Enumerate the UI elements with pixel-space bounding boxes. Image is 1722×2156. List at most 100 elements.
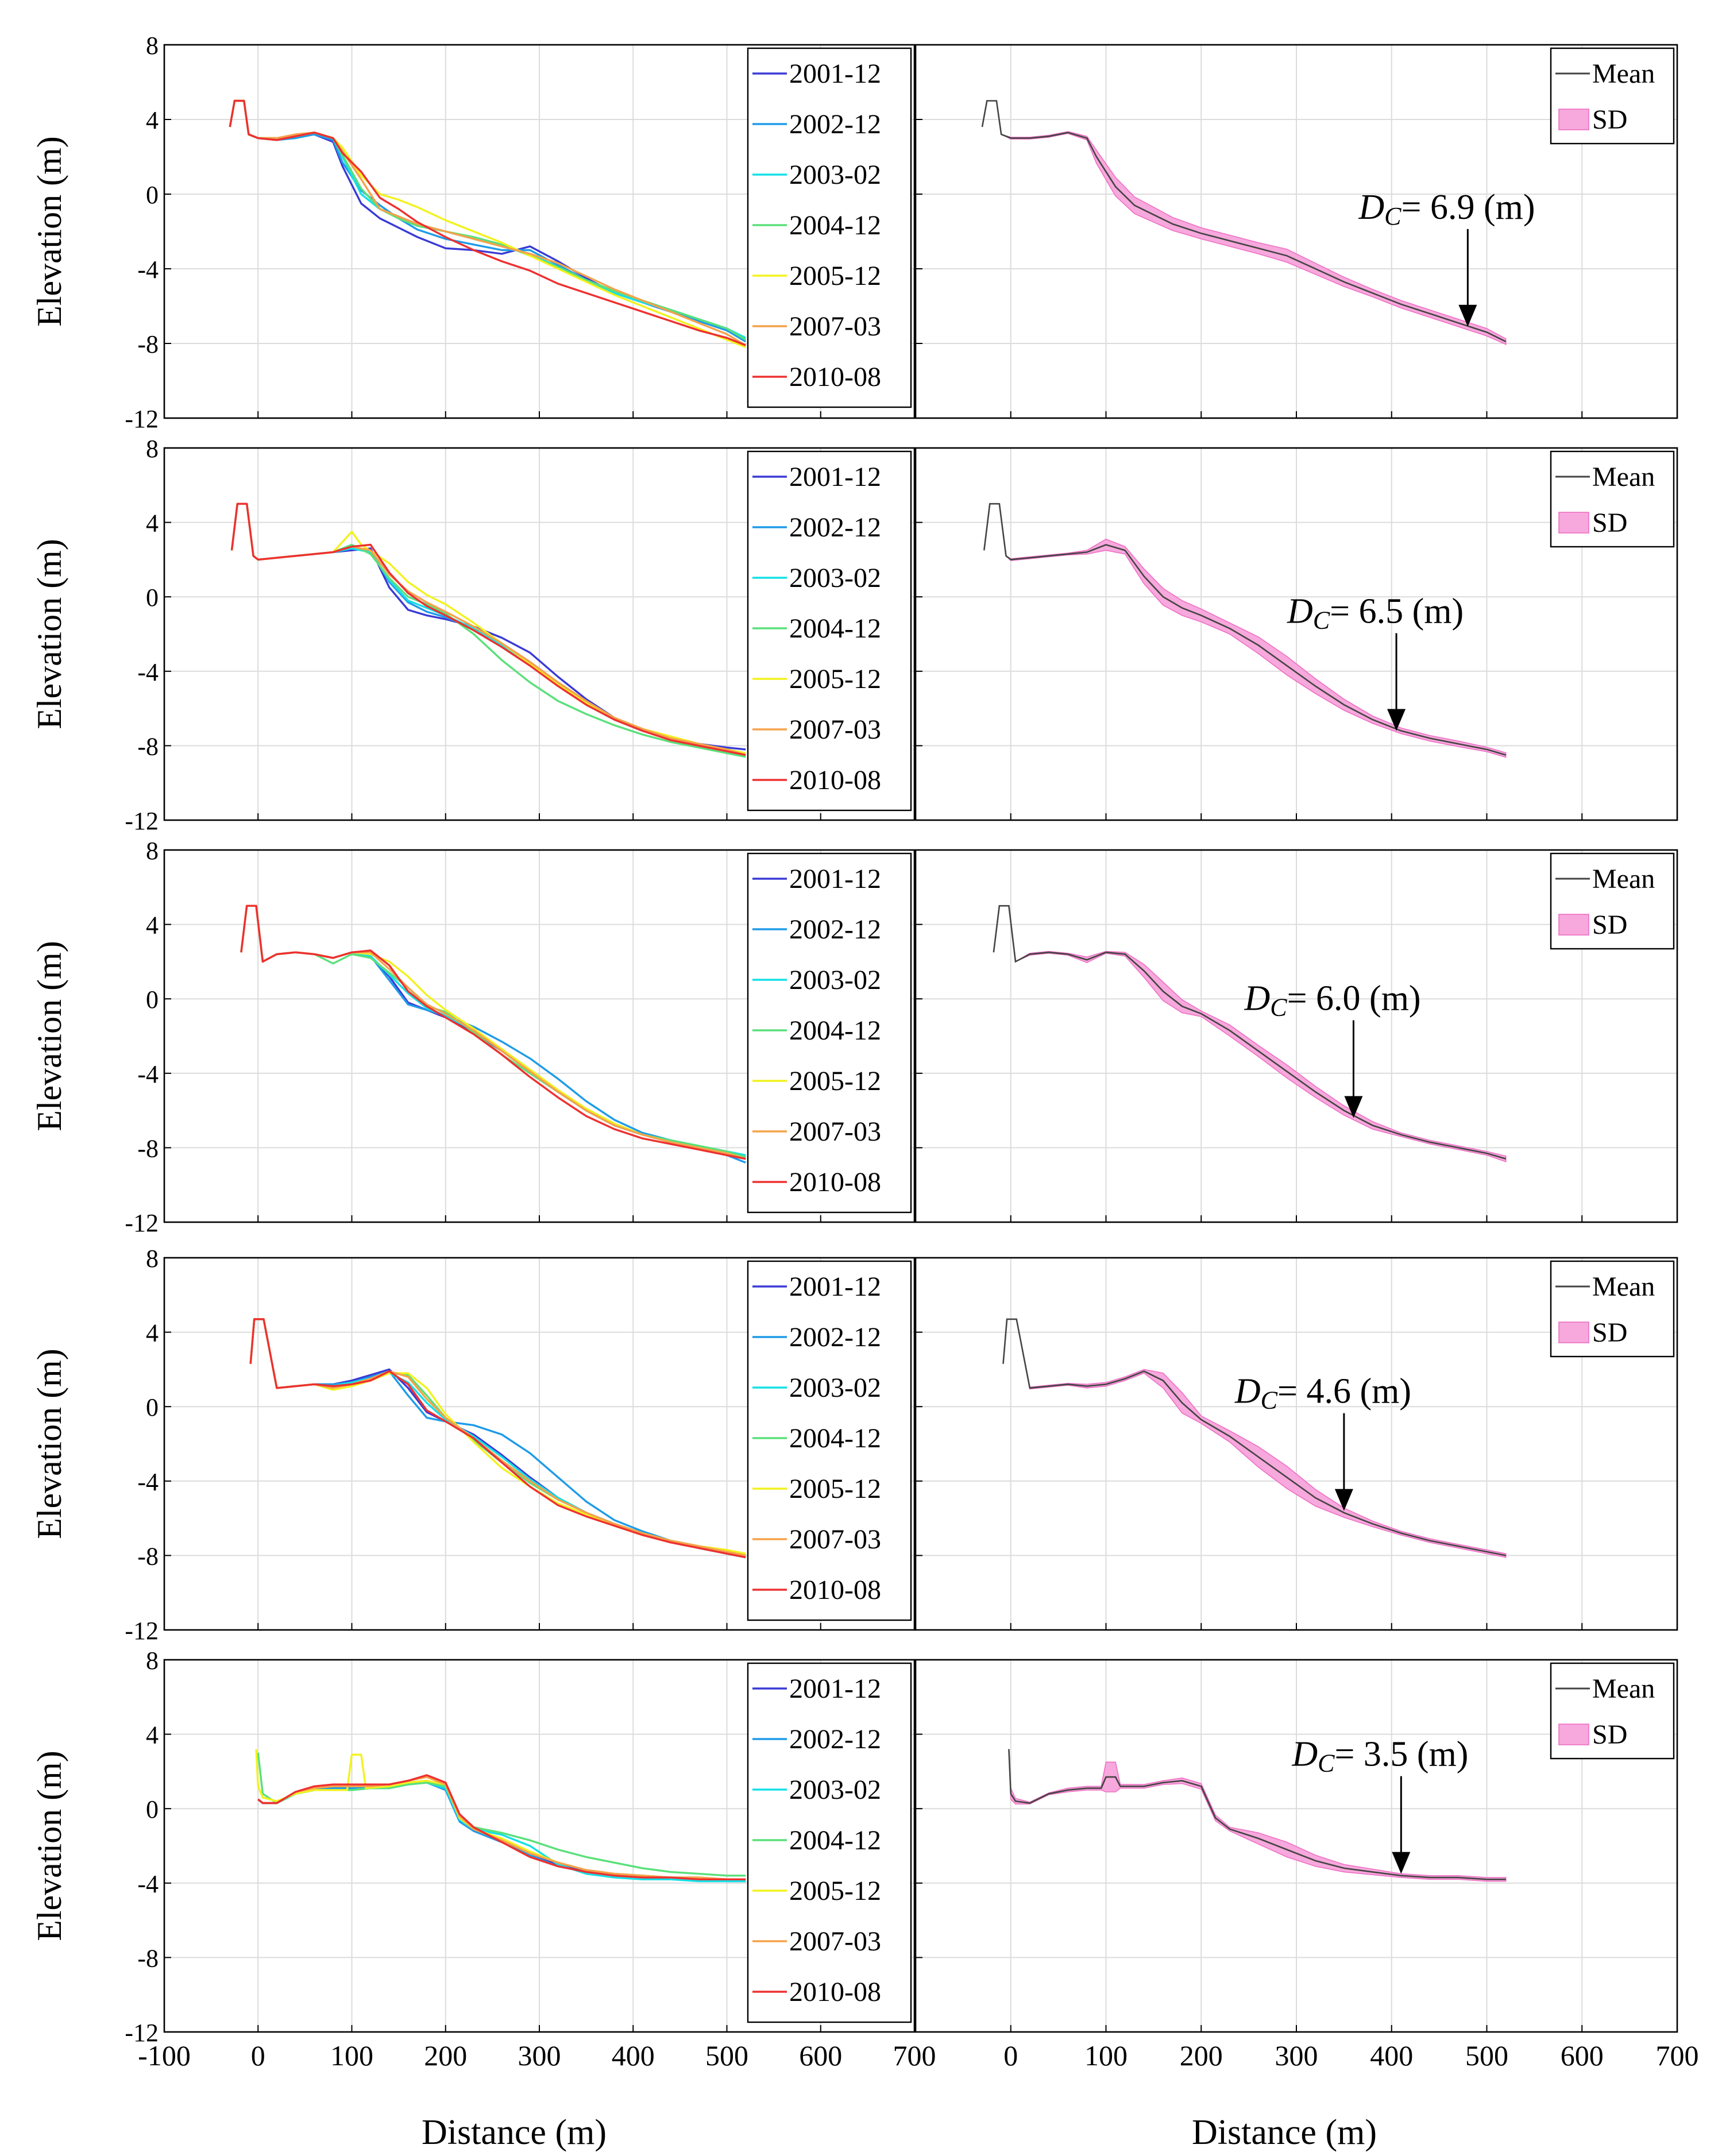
y-axis-label: Elevation (m) bbox=[30, 539, 68, 729]
legend-label: 2004-12 bbox=[789, 613, 881, 644]
x-axis-label-right: Distance (m) bbox=[1192, 2113, 1377, 2152]
x-tick-label: 500 bbox=[1465, 2039, 1508, 2072]
mean-line bbox=[981, 100, 1507, 342]
y-tick-label: -12 bbox=[125, 2019, 159, 2047]
y-tick-label: 4 bbox=[146, 509, 159, 538]
legend-label: 2005-12 bbox=[789, 664, 881, 694]
legend-label: Mean bbox=[1592, 1272, 1655, 1302]
y-tick-label: -8 bbox=[137, 1134, 159, 1162]
legend-label: 2001-12 bbox=[789, 59, 881, 89]
legend-label: Mean bbox=[1592, 864, 1655, 894]
legend-label: Mean bbox=[1592, 59, 1655, 89]
plot-area bbox=[1008, 1749, 1507, 1882]
y-tick-label: 4 bbox=[146, 1319, 159, 1347]
y-axis-label: Elevation (m) bbox=[30, 941, 68, 1131]
x-tick-label: 500 bbox=[705, 2039, 748, 2072]
legend-label: 2002-12 bbox=[789, 914, 881, 945]
y-tick-label: 4 bbox=[146, 106, 159, 134]
y-tick-label: -12 bbox=[125, 1209, 159, 1237]
legend-label: 2005-12 bbox=[789, 1474, 881, 1504]
legend-label: 2002-12 bbox=[789, 1322, 881, 1353]
series-line-2005-12 bbox=[255, 1749, 746, 1880]
plot-area bbox=[249, 1318, 746, 1559]
legend-label: SD bbox=[1592, 105, 1627, 135]
y-tick-label: -4 bbox=[137, 1060, 159, 1088]
y-tick-label: 8 bbox=[146, 1647, 159, 1675]
plot-area bbox=[230, 503, 746, 758]
panel-r2-left: 8 4 0 -4 -8 -12 Elevation (m) 2001-12 2002-12 200… bbox=[30, 435, 916, 835]
series-line-2004-12 bbox=[249, 1318, 746, 1557]
legend-swatch-sd bbox=[1558, 109, 1589, 130]
x-tick-label: 400 bbox=[1370, 2039, 1413, 2072]
series-line-2010-08 bbox=[230, 503, 746, 756]
annotation-arrow-head bbox=[1387, 709, 1406, 731]
panels-layer: 8 4 0 -4 -8 -12 Elevation (m) 2001-12 2002-12 200… bbox=[30, 32, 1699, 2072]
legend-swatch-sd bbox=[1558, 512, 1589, 534]
y-axis-label: Elevation (m) bbox=[30, 1751, 68, 1941]
depth-of-closure-label: DC= 6.0 (m) bbox=[1244, 979, 1420, 1022]
annotation-arrow-head bbox=[1334, 1489, 1353, 1511]
legend-label: 2007-03 bbox=[789, 714, 881, 745]
x-tick-label: 600 bbox=[1561, 2039, 1604, 2072]
y-tick-label: 8 bbox=[146, 837, 159, 865]
y-tick-label: 0 bbox=[146, 181, 159, 209]
y-tick-label: -8 bbox=[137, 732, 159, 760]
x-tick-label: 200 bbox=[1180, 2039, 1223, 2072]
x-axis-label-left: Distance (m) bbox=[422, 2113, 607, 2152]
series-line-2001-12 bbox=[240, 905, 746, 1158]
y-tick-label: 8 bbox=[146, 435, 159, 463]
legend-label: Mean bbox=[1592, 462, 1655, 492]
y-tick-label: 8 bbox=[146, 32, 159, 60]
legend-label: 2002-12 bbox=[789, 1724, 881, 1755]
legend-swatch-sd bbox=[1558, 1724, 1589, 1745]
legend-label: Mean bbox=[1592, 1674, 1655, 1704]
legend-label: 2010-08 bbox=[789, 765, 881, 795]
x-tick-label: 0 bbox=[1003, 2039, 1018, 2072]
y-tick-label: -12 bbox=[125, 1617, 159, 1645]
series-line-2002-12 bbox=[249, 1318, 746, 1559]
legend-box bbox=[747, 450, 912, 812]
legend-label: 2010-08 bbox=[789, 1167, 881, 1197]
depth-of-closure-label: DC= 4.6 (m) bbox=[1234, 1372, 1411, 1415]
series-line-2010-08 bbox=[249, 1318, 746, 1559]
legend-label: 2001-12 bbox=[789, 864, 881, 894]
legend-label: 2003-02 bbox=[789, 965, 881, 995]
plot-area bbox=[993, 905, 1507, 1162]
y-tick-label: -8 bbox=[137, 330, 159, 358]
plot-area bbox=[981, 100, 1507, 345]
depth-of-closure-label: DC= 6.9 (m) bbox=[1358, 188, 1535, 230]
mean-line bbox=[993, 905, 1507, 1160]
x-tick-label: 600 bbox=[799, 2039, 842, 2072]
sd-band bbox=[993, 905, 1507, 1162]
legend-label: 2004-12 bbox=[789, 1015, 881, 1046]
legend-label: 2007-03 bbox=[789, 311, 881, 342]
panel-r1-left: 8 4 0 -4 -8 -12 Elevation (m) 2001-12 2002-12 200… bbox=[30, 32, 916, 433]
y-tick-label: 0 bbox=[146, 1795, 159, 1823]
legend-label: 2001-12 bbox=[789, 462, 881, 492]
series-line-2007-03 bbox=[240, 905, 746, 1160]
y-axis-label: Elevation (m) bbox=[30, 1349, 68, 1539]
annotation-arrow-head bbox=[1458, 304, 1477, 327]
legend-label: 2003-02 bbox=[789, 1373, 881, 1403]
y-tick-label: 4 bbox=[146, 911, 159, 940]
y-tick-label: -8 bbox=[137, 1944, 159, 1972]
legend-box bbox=[747, 1260, 912, 1621]
legend-label: 2010-08 bbox=[789, 1977, 881, 2007]
series-line-2003-02 bbox=[230, 503, 746, 755]
mean-line bbox=[1002, 1318, 1506, 1556]
series-line-2002-12 bbox=[229, 99, 747, 343]
series-line-2010-08 bbox=[257, 1774, 746, 1880]
legend-box bbox=[747, 852, 912, 1214]
panel-r4-left: 8 4 0 -4 -8 -12 Elevation (m) 2001-12 2002-12 200… bbox=[30, 1245, 916, 1645]
series-line-2004-12 bbox=[240, 905, 746, 1158]
series-line-2003-02 bbox=[249, 1318, 746, 1559]
y-tick-label: 0 bbox=[146, 584, 159, 612]
depth-of-closure-label: DC= 3.5 (m) bbox=[1291, 1735, 1468, 1778]
legend-label: 2010-08 bbox=[789, 362, 881, 392]
legend-box bbox=[747, 1662, 912, 2023]
x-tick-label: 100 bbox=[1084, 2039, 1128, 2072]
x-tick-label: 700 bbox=[893, 2039, 936, 2072]
legend-label: 2007-03 bbox=[789, 1926, 881, 1957]
y-tick-label: 0 bbox=[146, 1393, 159, 1421]
